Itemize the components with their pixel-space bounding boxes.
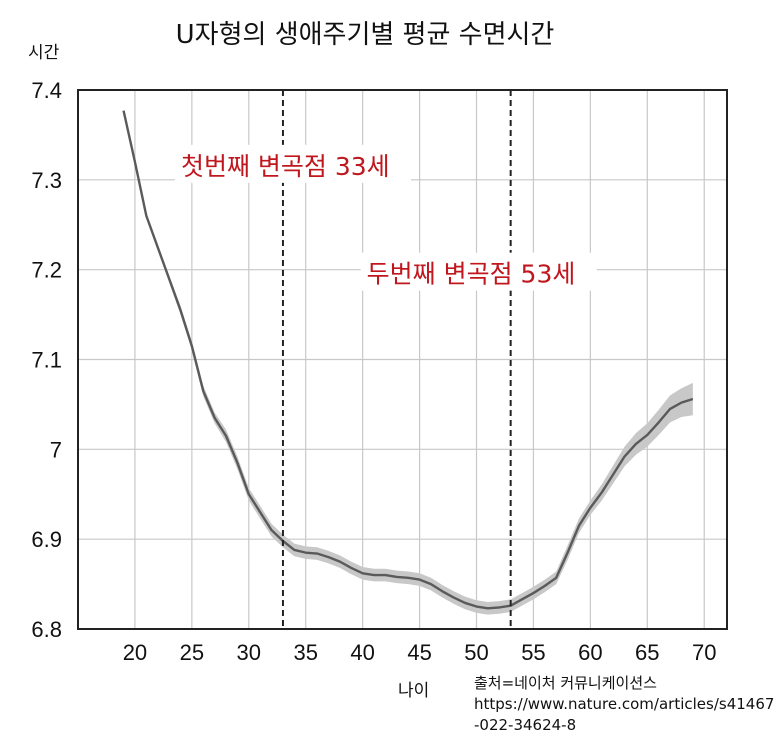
x-tick-label: 30 (237, 640, 261, 665)
y-axis-label: 시간 (28, 43, 60, 63)
x-tick-label: 45 (407, 640, 431, 665)
x-tick-label: 40 (350, 640, 374, 665)
inflection-annotation: 두번째 변곡점 53세 (367, 260, 576, 289)
x-tick-label: 55 (521, 640, 545, 665)
source-line-1: 출처=네이처 커뮤니케이션스 (474, 674, 657, 692)
inflection-annotation: 첫번째 변곡점 33세 (181, 152, 390, 181)
x-axis-label: 나이 (398, 681, 430, 701)
x-tick-label: 20 (123, 640, 147, 665)
x-tick-label: 60 (578, 640, 602, 665)
y-tick-label: 7 (50, 437, 62, 462)
plot-frame (77, 89, 728, 630)
y-tick-label: 7.3 (31, 168, 62, 193)
y-tick-label: 6.9 (31, 527, 62, 552)
source-line-3: -022-34624-8 (474, 716, 577, 734)
y-tick-label: 7.1 (31, 348, 62, 373)
x-tick-label: 70 (692, 640, 716, 665)
chart-title: U자형의 생애주기별 평균 수면시간 (175, 20, 555, 50)
series-line (122, 110, 694, 610)
annotation-background (174, 144, 411, 183)
x-tick-label: 25 (180, 640, 204, 665)
source-note: 출처=네이처 커뮤니케이션스 https://www.nature.com/ar… (474, 673, 774, 736)
source-line-2: https://www.nature.com/articles/s41467 (474, 695, 774, 713)
y-tick-label: 7.2 (31, 258, 62, 283)
x-tick-label: 50 (464, 640, 488, 665)
y-tick-label: 6.8 (31, 617, 62, 642)
y-tick-label: 7.4 (31, 78, 62, 103)
x-tick-label: 35 (293, 640, 317, 665)
annotation-background (360, 252, 597, 291)
x-tick-label: 65 (635, 640, 659, 665)
